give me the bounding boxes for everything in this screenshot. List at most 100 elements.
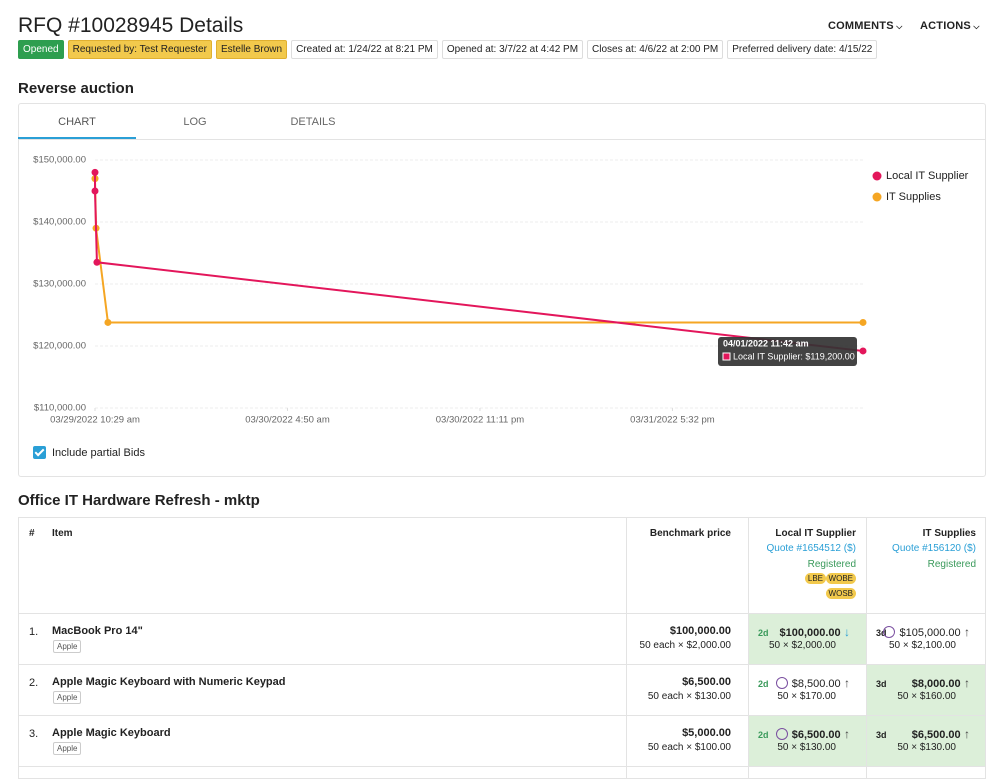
column-header: #	[29, 528, 35, 539]
bid-days: 2d	[758, 730, 769, 740]
bid-detail: 50 × $2,100.00	[888, 640, 956, 651]
tooltip-text: Local IT Supplier: $119,200.00	[733, 351, 855, 361]
benchmark-price: $100,000.00	[669, 625, 731, 637]
page-title: RFQ #10028945 Details	[18, 14, 244, 37]
y-tick-label: $130,000.00	[33, 279, 86, 290]
bid-price: $6,500.00	[912, 727, 970, 741]
best-bid-highlight	[867, 665, 985, 715]
benchmark-detail: 50 each × $100.00	[647, 742, 731, 753]
best-bid-highlight	[867, 716, 985, 766]
legend-swatch	[872, 192, 882, 202]
divider	[18, 139, 986, 140]
data-point	[91, 168, 99, 176]
supplier-tag: WOSB	[825, 588, 856, 599]
item-name: MacBook Pro 14"	[52, 625, 143, 637]
series-line	[94, 172, 864, 352]
tab[interactable]: DETAILS	[290, 116, 336, 128]
column-border	[626, 518, 627, 778]
x-tick-label: 03/29/2022 10:29 am	[50, 415, 140, 426]
row-number: 2.	[29, 677, 39, 689]
bid-days: 3d	[876, 730, 887, 740]
legend-label: Local IT Supplier	[886, 170, 969, 182]
info-badge: Created at: 1/24/22 at 8:21 PM	[291, 40, 438, 59]
tooltip-title: 04/01/2022 11:42 am	[723, 338, 809, 348]
row-number: 3.	[29, 728, 39, 740]
data-point	[104, 318, 112, 326]
row-border	[19, 613, 985, 614]
benchmark-price: $5,000.00	[682, 727, 731, 739]
column-header: Benchmark price	[649, 528, 731, 539]
series-line	[94, 178, 863, 324]
bid-price: $105,000.00	[899, 625, 970, 639]
bid-days: 3d	[876, 679, 887, 689]
data-point	[859, 347, 867, 355]
actions-button[interactable]: ACTIONS	[920, 20, 980, 32]
tab-indicator	[18, 137, 136, 139]
x-tick-label: 03/30/2022 11:11 pm	[436, 415, 524, 426]
tooltip-swatch	[722, 352, 731, 361]
clock-icon	[883, 626, 895, 638]
bid-days: 3d	[876, 628, 887, 638]
section-title: Reverse auction	[18, 80, 134, 97]
supplier-name: Local IT Supplier	[775, 528, 856, 539]
bid-days: 2d	[758, 679, 769, 689]
legend-label: IT Supplies	[886, 191, 941, 203]
benchmark-price: $6,500.00	[682, 676, 731, 688]
badge-row: Opened Requested by: Test Requester Este…	[18, 40, 878, 59]
bid-price: $8,500.00	[792, 676, 850, 690]
bid-detail: 50 × $130.00	[777, 742, 836, 753]
row-border	[19, 664, 985, 665]
best-bid-highlight	[749, 614, 866, 664]
supplier-status: Registered	[807, 559, 856, 570]
badge: Estelle Brown	[215, 40, 288, 59]
row-border	[19, 766, 985, 767]
supplier-name: IT Supplies	[922, 528, 976, 539]
supplier-status: Registered	[927, 559, 976, 570]
info-badge: Opened at: 3/7/22 at 4:42 PM	[441, 40, 584, 59]
quote-link: Quote #156120 ($)	[892, 543, 976, 554]
checkbox-label[interactable]: Include partial Bids	[52, 447, 145, 459]
quote-link: Quote #1654512 ($)	[766, 543, 856, 554]
clock-icon	[776, 728, 788, 740]
bid-detail: 50 × $130.00	[897, 742, 956, 753]
item-name: Apple Magic Keyboard with Numeric Keypad	[52, 676, 286, 688]
comments-button[interactable]: COMMENTS	[828, 20, 902, 32]
bid-detail: 50 × $170.00	[777, 691, 836, 702]
bid-price: $6,500.00	[792, 727, 850, 741]
tooltip: 04/01/2022 11:42 am Local IT Supplier: $1…	[718, 337, 857, 366]
bid-price: $100,000.00	[779, 625, 850, 639]
x-tick-label: 03/30/2022 4:50 am	[245, 415, 330, 426]
chart: $110,000.00 $120,000.00 $130,000.00 $140,00…	[33, 155, 969, 426]
item-tag: Apple	[53, 640, 82, 653]
column-header: Item	[52, 528, 73, 539]
item-tag: Apple	[53, 691, 82, 704]
card	[18, 103, 986, 477]
benchmark-detail: 50 each × $2,000.00	[639, 640, 731, 651]
table: # Item Benchmark price Local IT Supplier Quo…	[18, 517, 986, 779]
data-point	[91, 187, 99, 195]
tab[interactable]: LOG	[183, 116, 207, 128]
row-number: 1.	[29, 626, 39, 638]
best-bid-highlight	[749, 716, 866, 766]
item-name: Apple Magic Keyboard	[52, 727, 171, 739]
column-border	[866, 518, 867, 778]
bid-days: 2d	[758, 628, 769, 638]
tab[interactable]: CHART	[58, 116, 96, 128]
bid-detail: 50 × $160.00	[897, 691, 956, 702]
benchmark-detail: 50 each × $130.00	[647, 691, 731, 702]
y-tick-label: $120,000.00	[33, 341, 86, 352]
section-title: Office IT Hardware Refresh - mktp	[18, 492, 260, 509]
bid-price: $8,000.00	[912, 676, 970, 690]
supplier-tag: WOBE	[825, 573, 856, 584]
column-border	[748, 518, 749, 778]
item-tag: Apple	[53, 742, 82, 755]
data-point	[93, 258, 101, 266]
data-point	[859, 318, 867, 326]
info-badge: Preferred delivery date: 4/15/22	[727, 40, 878, 59]
status-badge: Opened	[18, 40, 64, 59]
y-tick-label: $150,000.00	[33, 155, 86, 166]
legend-swatch	[872, 171, 882, 181]
checkbox[interactable]	[33, 446, 46, 459]
x-tick-label: 03/31/2022 5:32 pm	[630, 415, 715, 426]
